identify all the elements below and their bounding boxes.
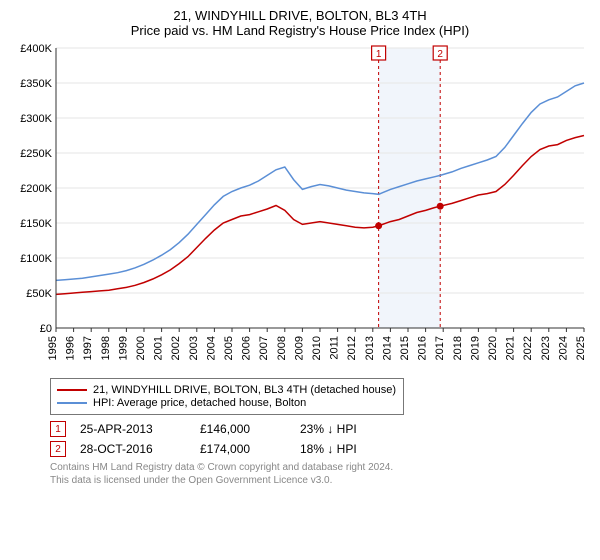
svg-text:1: 1 bbox=[376, 49, 382, 60]
svg-text:2011: 2011 bbox=[329, 336, 341, 360]
sale-diff-1: 23% ↓ HPI bbox=[300, 422, 420, 436]
svg-text:2010: 2010 bbox=[311, 336, 323, 360]
svg-text:2021: 2021 bbox=[505, 336, 517, 360]
svg-text:2008: 2008 bbox=[276, 336, 288, 360]
svg-text:£200K: £200K bbox=[20, 183, 52, 195]
svg-text:2003: 2003 bbox=[188, 336, 200, 360]
sale-marker-2-num: 2 bbox=[55, 444, 61, 455]
svg-text:2: 2 bbox=[437, 49, 443, 60]
legend-swatch-1 bbox=[57, 389, 87, 391]
svg-text:2007: 2007 bbox=[258, 336, 270, 360]
sale-row-1: 1 25-APR-2013 £146,000 23% ↓ HPI bbox=[50, 421, 588, 437]
svg-text:1997: 1997 bbox=[82, 336, 94, 360]
chart-container: 21, WINDYHILL DRIVE, BOLTON, BL3 4TH Pri… bbox=[0, 0, 600, 560]
svg-text:1998: 1998 bbox=[100, 336, 112, 360]
svg-text:2023: 2023 bbox=[540, 336, 552, 360]
svg-text:2016: 2016 bbox=[417, 336, 429, 360]
legend-label-2: HPI: Average price, detached house, Bolt… bbox=[93, 397, 306, 409]
svg-text:£400K: £400K bbox=[20, 43, 52, 55]
svg-text:£0: £0 bbox=[40, 323, 52, 335]
sale-diff-2: 18% ↓ HPI bbox=[300, 442, 420, 456]
footer-line-1: Contains HM Land Registry data © Crown c… bbox=[50, 461, 588, 474]
svg-text:2020: 2020 bbox=[487, 336, 499, 360]
svg-text:£100K: £100K bbox=[20, 253, 52, 265]
legend-label-1: 21, WINDYHILL DRIVE, BOLTON, BL3 4TH (de… bbox=[93, 384, 396, 396]
svg-text:2002: 2002 bbox=[170, 336, 182, 360]
svg-text:£300K: £300K bbox=[20, 113, 52, 125]
svg-text:2005: 2005 bbox=[223, 336, 235, 360]
svg-text:2004: 2004 bbox=[205, 336, 217, 360]
svg-text:2015: 2015 bbox=[399, 336, 411, 360]
svg-text:1995: 1995 bbox=[47, 336, 59, 360]
legend-swatch-2 bbox=[57, 402, 87, 404]
svg-text:1996: 1996 bbox=[65, 336, 77, 360]
legend: 21, WINDYHILL DRIVE, BOLTON, BL3 4TH (de… bbox=[50, 378, 404, 415]
sale-marker-1-num: 1 bbox=[55, 424, 61, 435]
chart-plot-area: £0 £50K £100K £150K £200K £250K £300K £350K £400… bbox=[12, 42, 588, 372]
svg-text:1999: 1999 bbox=[117, 336, 129, 360]
sale-marker-2: 2 bbox=[50, 441, 66, 457]
svg-text:2024: 2024 bbox=[557, 336, 569, 360]
legend-row-series2: HPI: Average price, detached house, Bolt… bbox=[57, 397, 397, 409]
sales-table: 1 25-APR-2013 £146,000 23% ↓ HPI 2 28-OC… bbox=[50, 421, 588, 457]
svg-text:2012: 2012 bbox=[346, 336, 358, 360]
svg-text:£150K: £150K bbox=[20, 218, 52, 230]
chart-title: 21, WINDYHILL DRIVE, BOLTON, BL3 4TH bbox=[12, 8, 588, 23]
sale-marker-1: 1 bbox=[50, 421, 66, 437]
svg-text:2013: 2013 bbox=[364, 336, 376, 360]
sale-row-2: 2 28-OCT-2016 £174,000 18% ↓ HPI bbox=[50, 441, 588, 457]
svg-text:2019: 2019 bbox=[469, 336, 481, 360]
svg-text:£350K: £350K bbox=[20, 78, 52, 90]
sale-price-2: £174,000 bbox=[200, 442, 300, 456]
footer-attribution: Contains HM Land Registry data © Crown c… bbox=[50, 461, 588, 487]
chart-subtitle: Price paid vs. HM Land Registry's House … bbox=[12, 23, 588, 38]
svg-text:2000: 2000 bbox=[135, 336, 147, 360]
svg-text:2009: 2009 bbox=[293, 336, 305, 360]
svg-text:2014: 2014 bbox=[381, 336, 393, 360]
svg-text:2006: 2006 bbox=[241, 336, 253, 360]
svg-text:2018: 2018 bbox=[452, 336, 464, 360]
svg-text:2017: 2017 bbox=[434, 336, 446, 360]
svg-text:2025: 2025 bbox=[575, 336, 587, 360]
svg-text:£50K: £50K bbox=[26, 288, 52, 300]
sale-date-1: 25-APR-2013 bbox=[80, 422, 200, 436]
svg-text:£250K: £250K bbox=[20, 148, 52, 160]
line-chart-svg: £0 £50K £100K £150K £200K £250K £300K £350K £400… bbox=[12, 42, 588, 372]
sale-price-1: £146,000 bbox=[200, 422, 300, 436]
footer-line-2: This data is licensed under the Open Gov… bbox=[50, 474, 588, 487]
svg-text:2022: 2022 bbox=[522, 336, 534, 360]
svg-text:2001: 2001 bbox=[153, 336, 165, 360]
sale-date-2: 28-OCT-2016 bbox=[80, 442, 200, 456]
legend-row-series1: 21, WINDYHILL DRIVE, BOLTON, BL3 4TH (de… bbox=[57, 384, 397, 396]
